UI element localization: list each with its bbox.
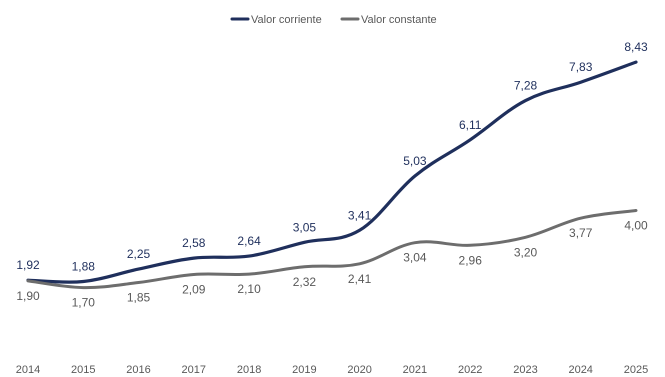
chart-legend: Valor corriente Valor constante xyxy=(230,14,437,26)
data-label-valor-corriente-2016: 2,25 xyxy=(127,247,151,261)
series-lines xyxy=(26,60,638,290)
data-label-valor-constante-2015: 1,70 xyxy=(72,296,96,310)
data-label-valor-corriente-2024: 7,83 xyxy=(569,60,593,74)
x-tick-label-2023: 2023 xyxy=(513,364,537,376)
x-tick-label-2014: 2014 xyxy=(16,364,40,376)
data-label-valor-constante-2021: 3,04 xyxy=(403,251,427,265)
data-label-valor-constante-2020: 2,41 xyxy=(348,272,372,286)
data-label-valor-corriente-2019: 3,05 xyxy=(293,220,317,234)
x-tick-label-2019: 2019 xyxy=(292,364,316,376)
x-tick-label-2024: 2024 xyxy=(568,364,592,376)
data-label-valor-constante-2017: 2,09 xyxy=(182,283,206,297)
legend-label-valor-constante: Valor constante xyxy=(361,14,437,26)
x-tick-label-2016: 2016 xyxy=(126,364,150,376)
x-tick-label-2020: 2020 xyxy=(347,364,371,376)
data-label-valor-corriente-2018: 2,64 xyxy=(237,234,261,248)
x-tick-label-2018: 2018 xyxy=(237,364,261,376)
data-label-valor-constante-2023: 3,20 xyxy=(514,245,538,259)
data-label-valor-corriente-2015: 1,88 xyxy=(72,260,96,274)
legend-label-valor-corriente: Valor corriente xyxy=(251,14,322,26)
data-label-valor-corriente-2021: 5,03 xyxy=(403,154,427,168)
data-label-valor-corriente-2022: 6,11 xyxy=(459,118,482,132)
x-tick-label-2017: 2017 xyxy=(182,364,206,376)
data-label-valor-corriente-2014: 1,92 xyxy=(16,258,40,272)
data-label-valor-constante-2024: 3,77 xyxy=(569,226,593,240)
x-tick-label-2021: 2021 xyxy=(403,364,427,376)
data-label-valor-constante-2016: 1,85 xyxy=(127,291,151,305)
data-label-valor-corriente-2020: 3,41 xyxy=(348,208,372,222)
data-label-valor-constante-2025: 4,00 xyxy=(624,219,648,233)
data-labels: 1,92 1,88 2,25 2,58 2,64 3,05 3,41 5,03 6,11 7,28… xyxy=(16,40,648,310)
x-tick-label-2022: 2022 xyxy=(458,364,482,376)
series-line-valor-constante xyxy=(26,209,638,290)
data-label-valor-corriente-2017: 2,58 xyxy=(182,236,206,250)
series-line-valor-corriente xyxy=(26,60,638,284)
data-label-valor-corriente-2025: 8,43 xyxy=(624,40,648,54)
x-tick-label-2015: 2015 xyxy=(71,364,95,376)
data-label-valor-constante-2019: 2,32 xyxy=(293,275,317,289)
data-label-valor-corriente-2023: 7,28 xyxy=(514,79,538,93)
data-label-valor-constante-2014: 1,90 xyxy=(16,289,40,303)
data-label-valor-constante-2018: 2,10 xyxy=(237,282,261,296)
data-label-valor-constante-2022: 2,96 xyxy=(459,253,483,267)
x-axis-ticks: 2014 2015 2016 2017 2018 2019 2020 2021 2022 2023… xyxy=(16,364,648,376)
x-tick-label-2025: 2025 xyxy=(624,364,648,376)
